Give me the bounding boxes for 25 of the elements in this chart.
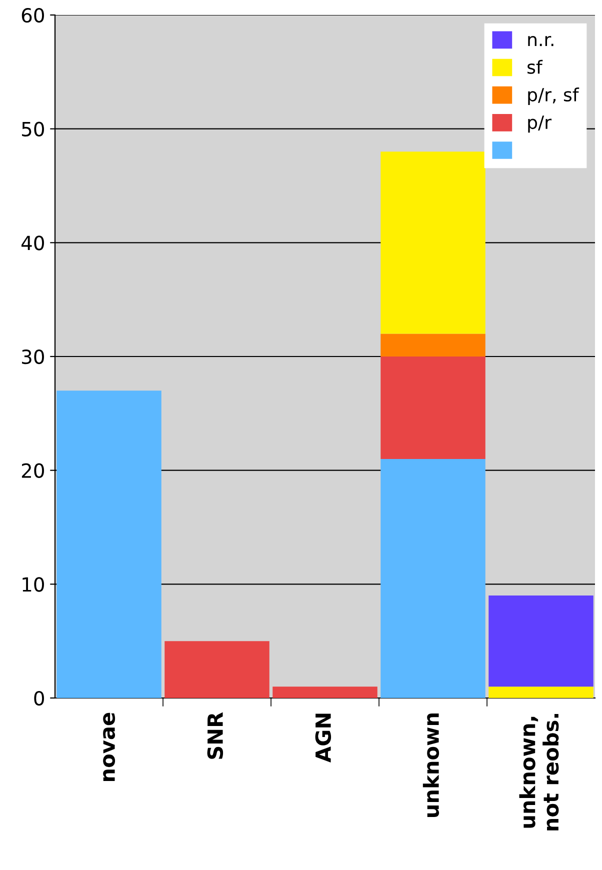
legend-label: n.r. <box>528 36 554 46</box>
y-tick-label: 30 <box>22 349 44 364</box>
legend-label: sf <box>528 60 543 74</box>
bar <box>488 686 594 698</box>
y-tick-label: 60 <box>22 8 44 23</box>
legend-label: p/r <box>528 116 552 133</box>
bar <box>380 458 486 698</box>
x-tick-label: SNR <box>207 712 224 759</box>
y-tick-label: 50 <box>22 122 44 136</box>
bar <box>56 390 162 698</box>
x-tick-label: unknown, not reobs. <box>519 714 559 830</box>
y-tick-label: 20 <box>22 463 44 478</box>
bar <box>380 356 486 459</box>
bar <box>380 334 486 356</box>
bar <box>272 686 378 698</box>
legend-label: p/r, sf <box>528 88 580 105</box>
x-tick-label: AGN <box>315 714 332 762</box>
x-tick-label: novae <box>103 712 116 782</box>
y-tick-label: 10 <box>22 577 44 592</box>
bar <box>380 152 486 334</box>
y-tick-label: 40 <box>21 236 44 250</box>
x-tick-label: unknown <box>422 714 440 817</box>
bar <box>164 641 270 698</box>
y-tick-label: 0 <box>34 690 44 706</box>
bar <box>488 596 594 687</box>
